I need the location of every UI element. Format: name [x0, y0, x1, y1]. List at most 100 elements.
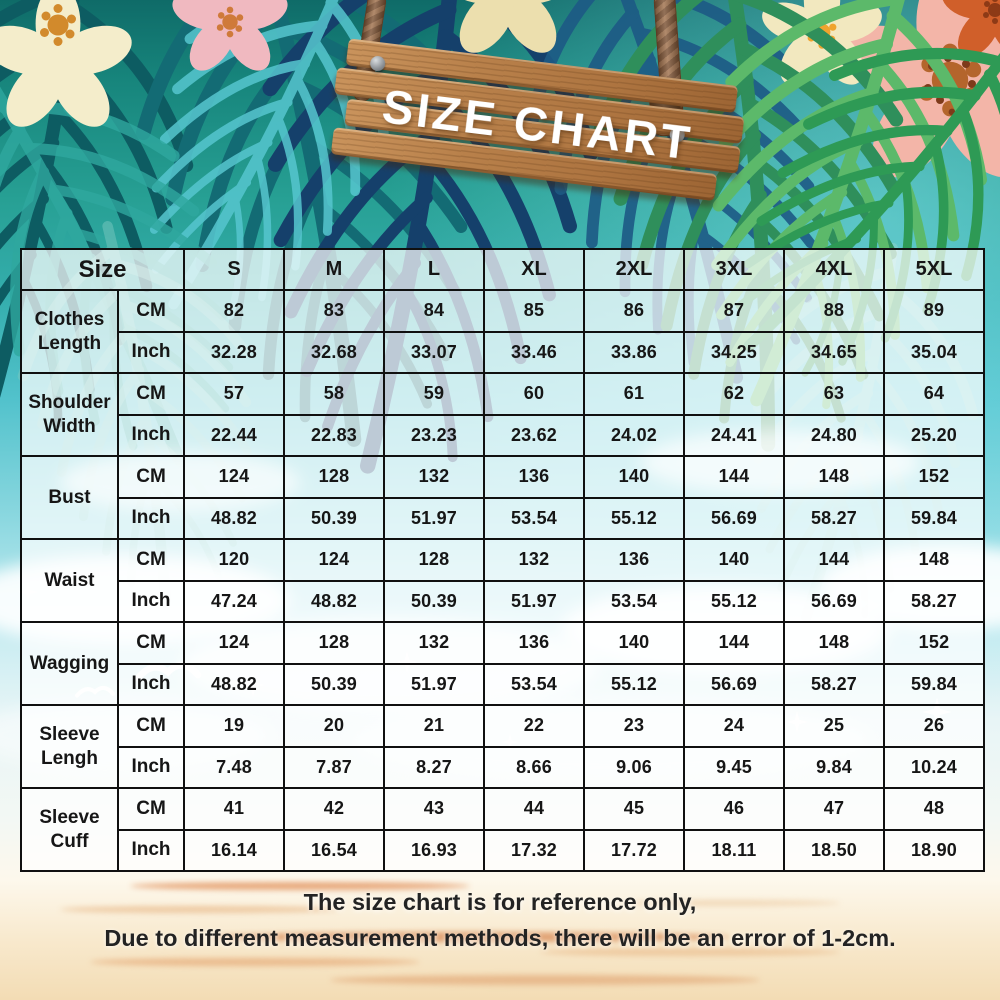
- value-cell: 48.82: [283, 579, 385, 623]
- unit-label: Inch: [117, 662, 185, 706]
- value-cell: 53.54: [483, 662, 585, 706]
- value-cell: 44: [483, 787, 585, 831]
- value-cell: 144: [783, 538, 885, 582]
- table-row: Shoulder Width CM 57 58 59 60 61 62 63 6…: [20, 372, 985, 457]
- value-cell: 152: [883, 455, 985, 499]
- value-cell: 32.28: [183, 330, 285, 374]
- value-cell: 9.06: [583, 745, 685, 789]
- value-cell: 41: [183, 787, 285, 831]
- value-cell: 22: [483, 704, 585, 748]
- flower-spots: [924, 54, 976, 116]
- value-cell: 25: [783, 704, 885, 748]
- size-table-container: Size S M L XL 2XL 3XL 4XL 5XL Clothes Le…: [20, 248, 985, 872]
- value-cell: 48.82: [183, 496, 285, 540]
- unit-label: CM: [117, 538, 185, 582]
- table-row: Inch 48.82 50.39 51.97 53.54 55.12 56.69…: [21, 662, 985, 706]
- value-cell: 16.54: [283, 828, 385, 872]
- value-cell: 89: [883, 289, 985, 333]
- table-row: Sleeve Cuff CM 41 42 43 44 45 46 47 48: [20, 787, 985, 872]
- flower-icon: [830, 0, 1000, 193]
- corner-header: Size: [20, 248, 185, 291]
- value-cell: 86: [583, 289, 685, 333]
- disclaimer-line-2: Due to different measurement methods, th…: [104, 925, 896, 952]
- value-cell: 45: [583, 787, 685, 831]
- disclaimer-line-1: The size chart is for reference only,: [303, 889, 697, 915]
- table-header-row: Size S M L XL 2XL 3XL 4XL 5XL: [20, 248, 985, 291]
- value-cell: 58: [283, 372, 385, 416]
- size-col-header: XL: [483, 248, 585, 291]
- size-col-header: M: [283, 248, 385, 291]
- value-cell: 24.80: [783, 413, 885, 457]
- value-cell: 128: [283, 455, 385, 499]
- value-cell: 56.69: [683, 496, 785, 540]
- row-label: Clothes Length: [20, 289, 119, 374]
- table-row: Inch 16.14 16.54 16.93 17.32 17.72 18.11…: [21, 828, 985, 872]
- value-cell: 140: [583, 621, 685, 665]
- unit-label: CM: [117, 621, 185, 665]
- unit-label: Inch: [117, 579, 185, 623]
- value-cell: 34.25: [683, 330, 785, 374]
- page-title: SIZE CHART: [379, 78, 696, 170]
- value-cell: 50.39: [283, 496, 385, 540]
- value-cell: 24.41: [683, 413, 785, 457]
- flower-center-icon: [216, 6, 244, 38]
- value-cell: 58.27: [783, 662, 885, 706]
- table-row: Inch 7.48 7.87 8.27 8.66 9.06 9.45 9.84 …: [21, 745, 985, 789]
- value-cell: 124: [283, 538, 385, 582]
- sand-streak: [90, 958, 420, 966]
- value-cell: 47: [783, 787, 885, 831]
- value-cell: 34.65: [783, 330, 885, 374]
- unit-label: CM: [117, 372, 185, 416]
- value-cell: 148: [783, 621, 885, 665]
- unit-label: Inch: [117, 496, 185, 540]
- value-cell: 50.39: [283, 662, 385, 706]
- value-cell: 42: [283, 787, 385, 831]
- value-cell: 17.32: [483, 828, 585, 872]
- value-cell: 18.50: [783, 828, 885, 872]
- value-cell: 16.93: [383, 828, 485, 872]
- value-cell: 23: [583, 704, 685, 748]
- value-cell: 148: [783, 455, 885, 499]
- value-cell: 19: [183, 704, 285, 748]
- value-cell: 61: [583, 372, 685, 416]
- flower-center-icon: [983, 0, 1000, 24]
- sand-streak: [60, 906, 340, 913]
- value-cell: 53.54: [583, 579, 685, 623]
- value-cell: 60: [483, 372, 585, 416]
- value-cell: 124: [183, 455, 285, 499]
- value-cell: 7.48: [183, 745, 285, 789]
- table-row: Clothes Length CM 82 83 84 85 86 87 88 8…: [20, 289, 985, 374]
- row-label: Sleeve Cuff: [20, 787, 119, 872]
- sand-streak: [330, 975, 760, 985]
- unit-label: CM: [117, 289, 185, 333]
- value-cell: 57: [183, 372, 285, 416]
- sand-streak: [620, 900, 840, 906]
- value-cell: 82: [183, 289, 285, 333]
- value-cell: 132: [383, 455, 485, 499]
- unit-label: CM: [117, 455, 185, 499]
- value-cell: 64: [883, 372, 985, 416]
- value-cell: 17.72: [583, 828, 685, 872]
- flower-center-icon: [807, 15, 837, 49]
- value-cell: 132: [483, 538, 585, 582]
- flower-icon: [167, 0, 293, 79]
- value-cell: 120: [183, 538, 285, 582]
- value-cell: 62: [683, 372, 785, 416]
- size-table: Size S M L XL 2XL 3XL 4XL 5XL Clothes Le…: [20, 248, 985, 872]
- value-cell: 140: [583, 455, 685, 499]
- value-cell: 83: [283, 289, 385, 333]
- value-cell: 58.27: [883, 579, 985, 623]
- value-cell: 124: [183, 621, 285, 665]
- value-cell: 56.69: [683, 662, 785, 706]
- row-label: Waist: [20, 538, 119, 623]
- value-cell: 48.82: [183, 662, 285, 706]
- table-row: Bust CM 124 128 132 136 140 144 148 152: [20, 455, 985, 540]
- value-cell: 26: [883, 704, 985, 748]
- flower-center-icon: [40, 4, 76, 46]
- value-cell: 33.07: [383, 330, 485, 374]
- value-cell: 59.84: [883, 496, 985, 540]
- value-cell: 21: [383, 704, 485, 748]
- value-cell: 85: [483, 289, 585, 333]
- flower-icon: [0, 0, 138, 138]
- unit-label: CM: [117, 787, 185, 831]
